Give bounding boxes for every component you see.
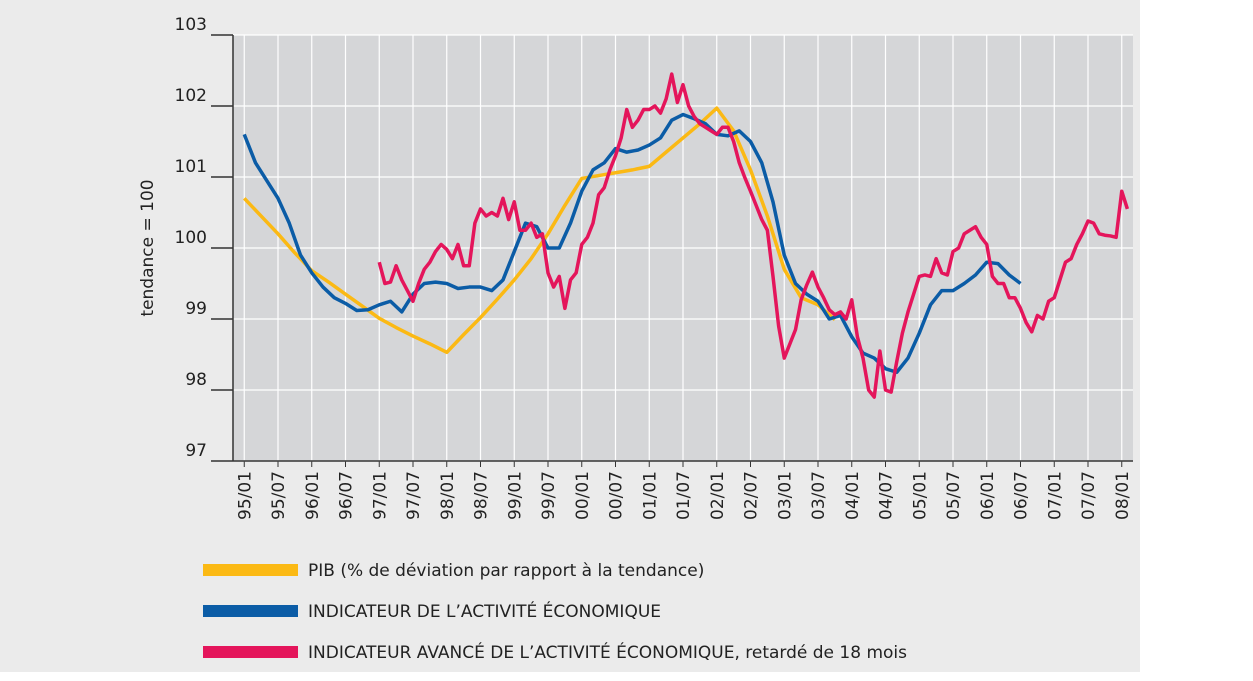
series-line	[242, 112, 1022, 374]
x-tick-label: 01/01	[640, 471, 660, 520]
series-line	[242, 106, 837, 355]
chart: 95/01 95/07 96/01 96/07 97/01 97/07 98/01 98/07…	[138, 15, 1133, 663]
x-tick-label: 04/07	[877, 471, 897, 520]
x-tick-label: 07/07	[1079, 471, 1099, 520]
x-tick-label: 07/01	[1045, 471, 1065, 520]
x-tick-label: 03/07	[809, 471, 829, 520]
x-tick-label: 06/07	[1012, 471, 1032, 520]
x-tick-label: 99/01	[505, 471, 525, 520]
legend-swatch	[203, 646, 298, 658]
y-tick-label: 99	[185, 299, 207, 319]
x-tick-label: 97/07	[404, 471, 424, 520]
y-tick-label: 97	[185, 441, 207, 461]
x-tick-label: 00/01	[573, 471, 593, 520]
x-tick-label: 06/01	[978, 471, 998, 520]
x-tick-label: 03/01	[775, 471, 795, 520]
x-tick-label: 04/01	[843, 471, 863, 520]
y-tick-label: 103	[175, 15, 207, 35]
y-tick-label: 102	[175, 86, 207, 106]
x-tick-label: 05/07	[944, 471, 964, 520]
x-tick-label: 95/01	[235, 471, 255, 520]
x-tick-label: 96/01	[303, 471, 323, 520]
chart-panel: 95/01 95/07 96/01 96/07 97/01 97/07 98/01 98/07…	[0, 0, 1140, 672]
legend-label: INDICATEUR DE L’ACTIVITÉ ÉCONOMIQUE	[308, 600, 661, 622]
legend-swatch	[203, 605, 298, 617]
x-tick-label: 97/01	[370, 471, 390, 520]
y-tick-label: 100	[175, 228, 207, 248]
series-line	[377, 72, 1130, 399]
legend-label: INDICATEUR AVANCÉ DE L’ACTIVITÉ ÉCONOMIQ…	[308, 641, 907, 663]
y-tick-label: 101	[175, 157, 207, 177]
x-tick-label: 96/07	[337, 471, 357, 520]
x-tick-label: 98/07	[472, 471, 492, 520]
x-tick-label: 02/07	[742, 471, 762, 520]
legend-label: PIB (% de déviation par rapport à la ten…	[308, 561, 704, 581]
y-tick-label: 98	[185, 370, 207, 390]
legend-swatch	[203, 564, 298, 576]
y-axis-label: tendance = 100	[138, 179, 158, 316]
x-tick-label: 98/01	[438, 471, 458, 520]
x-tick-label: 99/07	[539, 471, 559, 520]
x-tick-label: 00/07	[607, 471, 627, 520]
x-tick-label: 95/07	[269, 471, 289, 520]
x-tick-label: 05/01	[910, 471, 930, 520]
x-tick-label: 08/01	[1113, 471, 1133, 520]
x-tick-label: 01/07	[674, 471, 694, 520]
x-tick-label: 02/01	[708, 471, 728, 520]
